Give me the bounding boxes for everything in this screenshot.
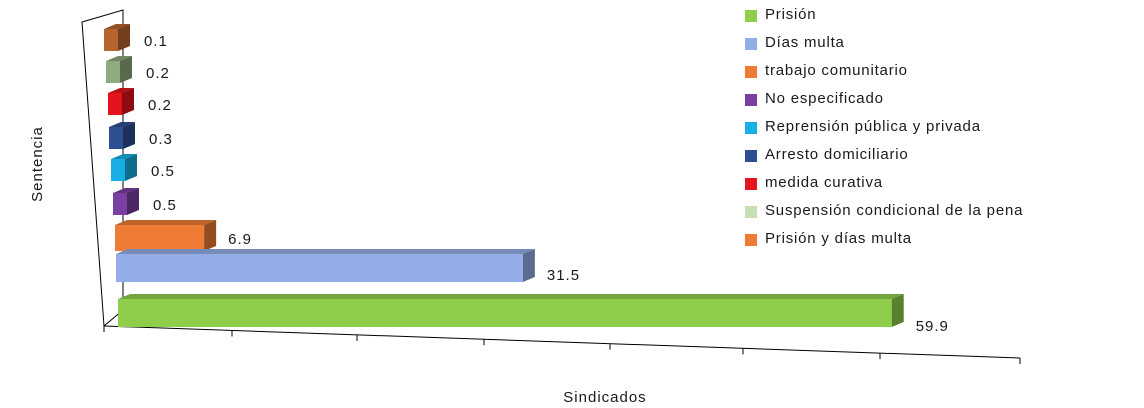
legend-label: Suspensión condicional de la pena xyxy=(765,202,1024,219)
legend-item: Arresto domiciliario xyxy=(745,144,1144,172)
legend-swatch xyxy=(745,66,757,78)
bar-top-1 xyxy=(116,249,535,254)
bar-side-6 xyxy=(122,88,134,115)
x-axis-title: Sindicados xyxy=(563,389,646,406)
bar-side-1 xyxy=(522,249,535,282)
bar-2 xyxy=(115,220,217,251)
legend-item: Días multa xyxy=(745,32,1144,60)
bar-top-4 xyxy=(111,154,137,159)
bar-3 xyxy=(113,188,139,215)
bar-side-4 xyxy=(125,154,137,181)
data-label-5: 0.3 xyxy=(149,131,173,148)
bar-face-3 xyxy=(113,193,127,215)
bar-top-8 xyxy=(104,24,130,29)
bar-0 xyxy=(118,294,904,327)
bar-face-8 xyxy=(104,29,118,51)
bar-top-3 xyxy=(113,188,139,193)
data-label-6: 0.2 xyxy=(148,97,172,114)
legend-label: medida curativa xyxy=(765,174,883,191)
legend-label: Arresto domiciliario xyxy=(765,146,909,163)
bar-side-2 xyxy=(204,220,217,251)
legend-item: trabajo comunitario xyxy=(745,60,1144,88)
bar-6 xyxy=(108,88,134,115)
legend-item: Reprensión pública y privada xyxy=(745,116,1144,144)
data-label-4: 0.5 xyxy=(151,163,175,180)
bar-face-0 xyxy=(118,299,892,327)
bar-face-4 xyxy=(111,159,125,181)
bar-7 xyxy=(106,56,132,83)
bar-face-7 xyxy=(106,61,120,83)
bar-face-5 xyxy=(109,127,123,149)
y-axis-title: Sentencia xyxy=(29,126,46,202)
legend-item: No especificado xyxy=(745,88,1144,116)
bar-side-5 xyxy=(123,122,135,149)
legend-swatch xyxy=(745,38,757,50)
legend-item: Suspensión condicional de la pena xyxy=(745,200,1144,228)
legend-swatch xyxy=(745,122,757,134)
bar-side-8 xyxy=(118,24,130,51)
bar-1 xyxy=(116,249,535,282)
legend-label: Reprensión pública y privada xyxy=(765,118,981,135)
legend-swatch xyxy=(745,150,757,162)
bar-side-0 xyxy=(891,294,904,327)
bar-top-0 xyxy=(118,294,904,299)
bar-face-1 xyxy=(116,254,523,282)
bar-series xyxy=(104,24,904,327)
legend-label: Prisión xyxy=(765,6,817,23)
legend-swatch xyxy=(745,206,757,218)
legend-item: Prisión y días multa xyxy=(745,228,1144,256)
legend-label: Días multa xyxy=(765,34,845,51)
bar-top-7 xyxy=(106,56,132,61)
data-label-3: 0.5 xyxy=(153,197,177,214)
legend-swatch xyxy=(745,234,757,246)
data-label-1: 31.5 xyxy=(547,267,580,284)
legend-item: medida curativa xyxy=(745,172,1144,200)
bar-8 xyxy=(104,24,130,51)
bar-side-3 xyxy=(127,188,139,215)
legend-label: Prisión y días multa xyxy=(765,230,912,247)
bar-face-2 xyxy=(115,225,205,251)
x-axis-ticks xyxy=(103,326,1021,364)
data-label-8: 0.1 xyxy=(144,33,168,50)
x-axis-line xyxy=(103,325,1021,359)
legend-swatch xyxy=(745,178,757,190)
data-label-2: 6.9 xyxy=(228,231,252,248)
bar-top-6 xyxy=(108,88,134,93)
bar-top-2 xyxy=(115,220,217,225)
legend-label: trabajo comunitario xyxy=(765,62,908,79)
data-labels: 0.1 0.2 0.2 0.3 0.5 0.5 6.9 31.5 59.9 xyxy=(144,33,949,335)
bar-side-7 xyxy=(120,56,132,83)
data-label-0: 59.9 xyxy=(916,318,949,335)
bar-4 xyxy=(111,154,137,181)
legend-label: No especificado xyxy=(765,90,884,107)
legend-swatch xyxy=(745,94,757,106)
bar-top-5 xyxy=(109,122,135,127)
legend: Prisión Días multa trabajo comunitario No e… xyxy=(745,4,1144,256)
bar-face-6 xyxy=(108,93,122,115)
bar-5 xyxy=(109,122,135,149)
data-label-7: 0.2 xyxy=(146,65,170,82)
legend-swatch xyxy=(745,10,757,22)
legend-item: Prisión xyxy=(745,4,1144,32)
